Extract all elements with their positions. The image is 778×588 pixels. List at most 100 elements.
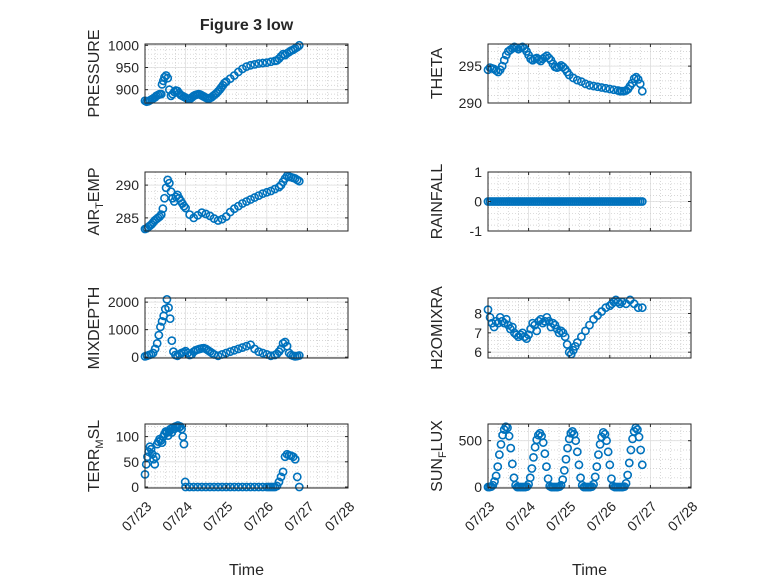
- x-tick-label: 07/26: [583, 498, 619, 534]
- data-point: [532, 326, 542, 336]
- data-point: [149, 454, 158, 464]
- data-point: [197, 208, 207, 218]
- data-point: [225, 347, 235, 357]
- data-point: [164, 178, 174, 188]
- data-point: [626, 445, 636, 455]
- data-point: [292, 472, 302, 482]
- data-point: [274, 477, 284, 487]
- axis-box: [144, 297, 349, 359]
- y-tick-label: 8: [474, 305, 482, 321]
- data-point: [250, 60, 260, 69]
- axis-box: [487, 423, 692, 489]
- x-tick-label: 07/27: [624, 498, 660, 534]
- data-point: [499, 55, 509, 65]
- subplot-h2omixra: 6 7 8 H2OMIXRA: [429, 286, 692, 370]
- data-point: [555, 482, 564, 492]
- subplot-air_temp: 285 290 AIRTEMP: [86, 167, 349, 236]
- subplot-theta: 290 295 THETA: [429, 42, 692, 111]
- plot-area: [488, 424, 691, 488]
- x-tick-label: 07/28: [321, 498, 357, 534]
- data-point: [242, 62, 251, 72]
- data-point: [162, 294, 172, 304]
- data-point: [491, 66, 501, 75]
- data-point: [592, 462, 602, 472]
- data-point: [602, 436, 611, 446]
- data-point: [213, 482, 223, 492]
- subplot-mixdepth: 0 1000 2000 MIXDEPTH: [86, 287, 349, 370]
- data-point: [254, 482, 264, 492]
- data-point: [221, 482, 231, 492]
- data-point: [548, 318, 558, 328]
- data-point: [538, 438, 548, 447]
- data-point: [151, 452, 161, 462]
- data-point: [238, 343, 247, 352]
- data-point: [146, 444, 156, 454]
- data-point: [636, 445, 646, 455]
- y-tick-label: 1: [474, 164, 482, 180]
- data-point: [597, 83, 607, 92]
- data-point: [572, 338, 582, 347]
- x-axis-label: Time: [572, 562, 607, 579]
- x-tick-label: 07/26: [240, 498, 276, 534]
- y-axis-label: SUNFLUX: [429, 420, 449, 492]
- y-tick-label: 295: [459, 58, 483, 74]
- data-point: [615, 299, 625, 309]
- data-point: [158, 204, 168, 214]
- data-point: [179, 439, 189, 449]
- data-point: [254, 59, 264, 68]
- data-point: [167, 336, 177, 346]
- subplot-sun_flux: 07/23 07/24 07/25 07/26 07/27 07/28 0 500 SUNFLU…: [429, 420, 701, 579]
- x-tick-label: 07/23: [118, 498, 154, 534]
- data-point: [294, 482, 304, 492]
- data-point: [258, 58, 268, 68]
- y-tick-label: 1000: [108, 37, 139, 53]
- data-point: [598, 427, 608, 437]
- data-point: [544, 53, 554, 63]
- data-point: [280, 337, 290, 347]
- y-tick-label: -1: [470, 223, 483, 239]
- y-tick-label: 290: [116, 177, 140, 193]
- data-point: [572, 447, 582, 457]
- data-point: [290, 454, 300, 464]
- data-point: [490, 477, 499, 486]
- data-point: [238, 482, 247, 492]
- data-points: [483, 422, 647, 492]
- data-point: [246, 482, 255, 492]
- subplot-terr_msl: 07/23 07/24 07/25 07/26 07/27 07/28 0 50 100 TERR…: [86, 420, 358, 579]
- axis-box: [144, 171, 349, 232]
- data-point: [491, 471, 501, 481]
- data-point: [581, 79, 590, 89]
- subplot-title: Figure 3 low: [200, 17, 294, 34]
- data-point: [201, 482, 211, 492]
- y-axis-label: TERRMSL: [86, 420, 106, 492]
- data-point: [163, 73, 173, 83]
- x-tick-label: 07/24: [159, 498, 195, 534]
- data-point: [563, 443, 572, 453]
- axis-box: [487, 43, 692, 104]
- data-points: [483, 295, 647, 359]
- data-point: [504, 431, 514, 441]
- data-point: [242, 482, 251, 492]
- data-point: [213, 216, 223, 225]
- data-point: [209, 482, 219, 492]
- data-point: [540, 449, 550, 459]
- data-point: [585, 320, 594, 330]
- x-tick-label: 07/23: [461, 498, 497, 534]
- data-point: [156, 322, 165, 332]
- data-point: [233, 344, 243, 354]
- y-axis-label: MIXDEPTH: [86, 287, 103, 370]
- x-axis-label: Time: [229, 562, 264, 579]
- subplot-pressure: 900 950 1000 PRESSURE Figure 3 low: [86, 17, 349, 118]
- y-tick-label: 100: [116, 429, 140, 445]
- data-point: [154, 330, 164, 340]
- data-point: [576, 332, 586, 342]
- data-point: [637, 460, 647, 470]
- data-point: [627, 78, 637, 88]
- data-point: [624, 458, 634, 468]
- axis-box: [144, 423, 349, 489]
- data-point: [246, 60, 255, 70]
- data-point: [506, 443, 516, 453]
- y-axis-label: THETA: [429, 48, 446, 100]
- data-point: [637, 86, 647, 96]
